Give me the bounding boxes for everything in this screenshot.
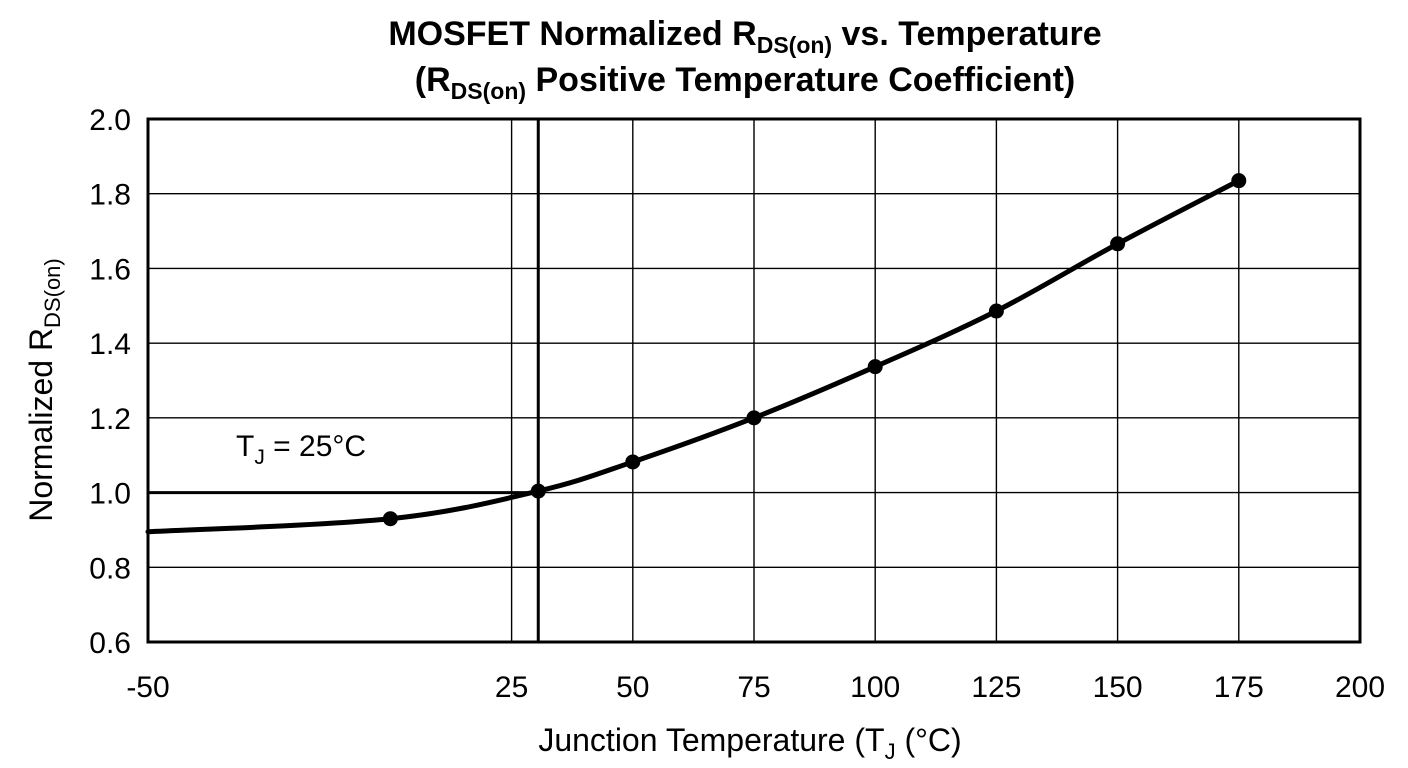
reference-lines: [148, 119, 540, 642]
x-tick-label: 175: [1214, 671, 1264, 704]
x-tick-label: 150: [1093, 671, 1143, 704]
y-tick-label: 0.6: [89, 627, 131, 660]
y-tick-label: 2.0: [89, 104, 131, 137]
data-point: [625, 454, 641, 470]
y-tick-label: 1.6: [89, 253, 131, 286]
chart-title-line1: MOSFET Normalized RDS(on) vs. Temperatur…: [388, 15, 1101, 58]
data-point: [1231, 173, 1247, 189]
y-tick-label: 1.2: [89, 403, 131, 436]
y-tick-labels: 0.6 0.8 1.0 1.2 1.4 1.6 1.8 2.0: [89, 104, 131, 660]
plot-frame: [146, 117, 1362, 644]
series-line: [145, 178, 1242, 535]
data-point: [1110, 236, 1126, 252]
x-tick-label: 75: [737, 671, 770, 704]
x-tick-label: 200: [1335, 671, 1385, 704]
x-axis-title: Junction Temperature (TJ (°C): [538, 722, 961, 764]
x-tick-label: -50: [126, 671, 169, 704]
y-tick-label: 1.0: [89, 478, 131, 511]
series-layer: [145, 173, 1247, 535]
data-point: [867, 359, 883, 375]
x-tick-label: 25: [495, 671, 528, 704]
y-tick-label: 0.8: [89, 552, 131, 585]
y-axis-title: Normalized RDS(on): [23, 258, 65, 522]
y-tick-label: 1.4: [89, 328, 131, 361]
chart-title-line2: (RDS(on) Positive Temperature Coefficien…: [415, 61, 1075, 104]
data-point: [382, 511, 398, 527]
data-point: [746, 410, 762, 426]
x-tick-label: 125: [971, 671, 1021, 704]
data-point: [530, 483, 546, 499]
y-tick-label: 1.8: [89, 179, 131, 212]
x-tick-labels: -50 25 50 75 100 125 150 175 200: [126, 671, 1385, 704]
grid: [148, 119, 1360, 642]
reference-label: TJ = 25°C: [236, 430, 366, 469]
x-tick-label: 50: [616, 671, 649, 704]
x-tick-label: 100: [850, 671, 900, 704]
data-point: [988, 303, 1004, 319]
